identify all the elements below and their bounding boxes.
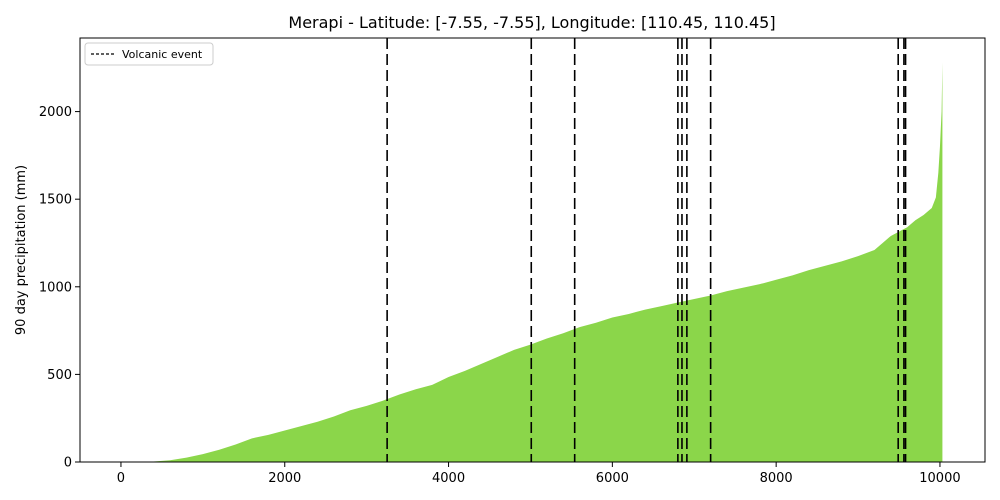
y-tick-label: 1000 <box>39 280 72 295</box>
x-tick-label: 2000 <box>268 471 301 486</box>
x-axis: 0 2000 4000 6000 8000 10000 <box>117 462 961 486</box>
y-axis: 0 500 1000 1500 2000 <box>39 105 80 471</box>
y-tick-label: 0 <box>64 456 72 471</box>
y-tick-label: 500 <box>47 368 72 383</box>
x-tick-label: 0 <box>117 471 125 486</box>
volcanic-event-lines <box>386 38 907 462</box>
plot-area <box>80 38 985 462</box>
legend-label: Volcanic event <box>122 48 203 61</box>
chart-title: Merapi - Latitude: [-7.55, -7.55], Longi… <box>288 13 775 32</box>
y-tick-label: 2000 <box>39 105 72 120</box>
x-tick-label: 10000 <box>919 471 960 486</box>
area-layer <box>120 62 943 462</box>
y-tick-label: 1500 <box>39 193 72 208</box>
legend: Volcanic event <box>84 42 214 66</box>
y-axis-label: 90 day precipitation (mm) <box>14 165 29 335</box>
x-tick-label: 4000 <box>432 471 465 486</box>
legend-box <box>84 42 214 66</box>
precipitation-area-series-0 <box>120 62 943 462</box>
axes-frame <box>79 37 986 463</box>
x-tick-label: 6000 <box>596 471 629 486</box>
x-tick-label: 8000 <box>760 471 793 486</box>
axes-border <box>79 37 986 463</box>
